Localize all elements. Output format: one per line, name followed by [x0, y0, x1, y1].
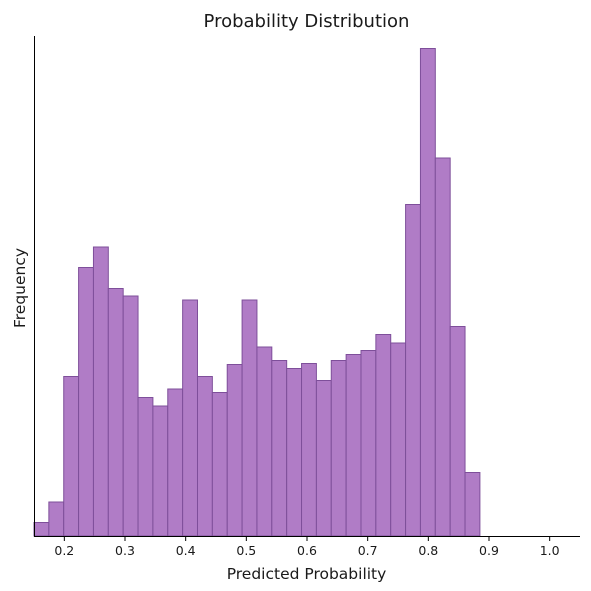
x-tick-label-0: 0.2 [54, 543, 74, 558]
histogram-bar-8 [152, 405, 169, 537]
histogram-bar-0 [33, 522, 50, 537]
histogram-bar-27 [434, 157, 451, 537]
histogram-bar-9 [167, 388, 184, 537]
histogram-bar-26 [419, 48, 436, 537]
chart-title: Probability Distribution [204, 11, 410, 32]
histogram-bar-17 [286, 368, 303, 537]
histogram-bar-15 [256, 346, 273, 537]
histogram-bar-6 [122, 295, 139, 537]
histogram-bar-20 [330, 360, 347, 537]
histogram-bar-29 [464, 472, 481, 537]
histogram-bar-19 [315, 380, 332, 537]
histogram-bar-11 [196, 376, 213, 537]
histogram-bar-24 [390, 342, 407, 537]
histogram-bar-5 [107, 288, 124, 537]
histogram-bar-18 [301, 363, 317, 537]
x-tick-label-6: 0.8 [418, 543, 438, 558]
x-tick-label-2: 0.4 [176, 543, 196, 558]
x-tick-label-8: 1.0 [540, 543, 560, 558]
histogram-bar-28 [449, 326, 466, 537]
histogram-bar-1 [48, 501, 65, 537]
histogram-bar-10 [182, 299, 198, 537]
histogram-bar-16 [271, 360, 288, 537]
histogram-bar-4 [92, 246, 109, 537]
x-tick-label-1: 0.3 [115, 543, 135, 558]
bars-group [33, 48, 481, 537]
histogram-bar-3 [78, 267, 94, 537]
x-ticks-group: 0.2 0.3 0.4 0.5 0.6 0.7 0.8 0.9 1.0 [54, 536, 560, 558]
histogram-bar-25 [405, 204, 421, 537]
histogram-bar-14 [241, 299, 258, 537]
x-tick-label-3: 0.5 [236, 543, 256, 558]
histogram-bar-22 [360, 350, 377, 537]
histogram-bar-23 [375, 334, 392, 537]
y-axis-label: Frequency [11, 248, 29, 328]
histogram-bar-7 [137, 397, 154, 537]
x-axis-label: Predicted Probability [227, 565, 387, 583]
histogram-bar-2 [63, 376, 80, 537]
x-tick-label-5: 0.7 [358, 543, 378, 558]
histogram-bar-21 [345, 354, 362, 537]
histogram-bar-13 [226, 364, 243, 537]
histogram-bar-12 [211, 392, 228, 537]
x-tick-label-7: 0.9 [479, 543, 499, 558]
x-tick-label-4: 0.6 [297, 543, 317, 558]
